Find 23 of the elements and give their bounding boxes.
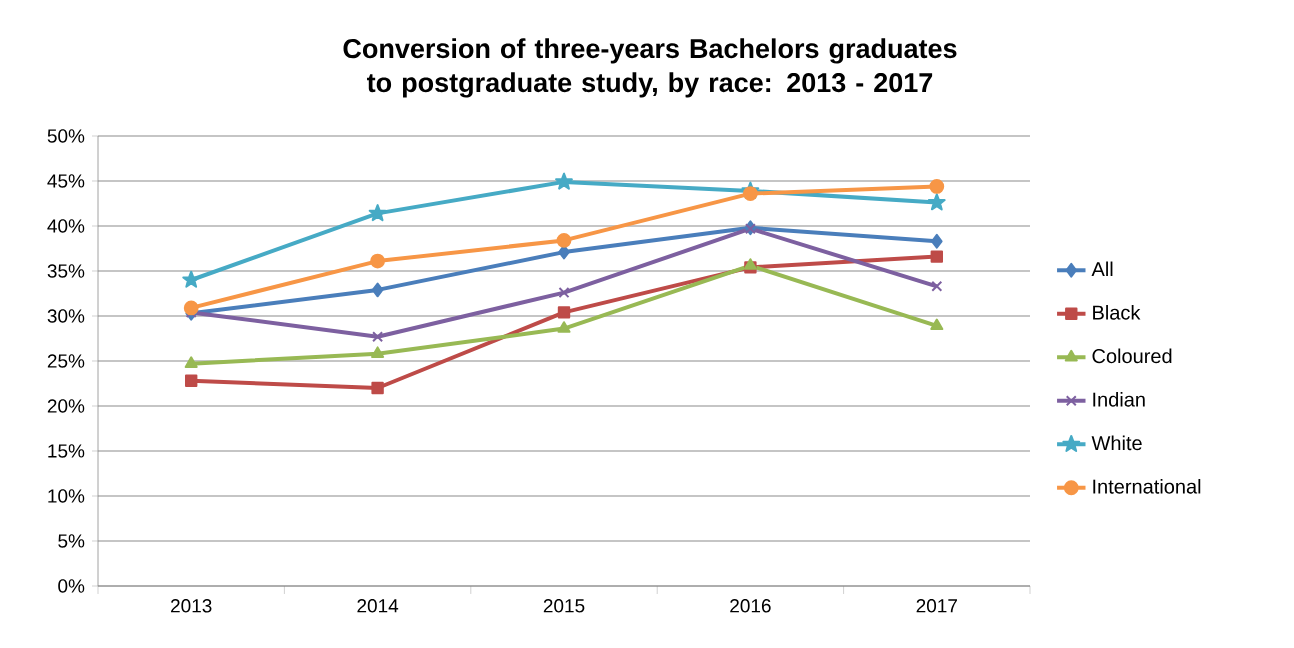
legend-label: Black: [1093, 305, 1141, 320]
y-tick-label: 5%: [58, 534, 85, 548]
legend-label: International: [1093, 478, 1201, 494]
chart-title: Conversion of three-years Bachelors graduates to postgraduate study, by race: 2013 - 2017: [343, 38, 957, 98]
legend-label: Indian: [1093, 392, 1145, 407]
legend-label: Coloured: [1092, 348, 1172, 364]
x-tick-label: 2017: [916, 599, 957, 613]
y-tick-label: 40%: [47, 219, 85, 233]
x-tick-label: 2013: [171, 599, 212, 613]
y-tick-label: 0%: [58, 579, 85, 593]
y-tick-label: 45%: [47, 174, 85, 188]
legend-label: White: [1091, 435, 1142, 451]
y-tick-label: 25%: [47, 354, 85, 368]
y-tick-label: 35%: [47, 264, 85, 278]
y-tick-label: 20%: [47, 399, 85, 413]
legend-label: All: [1091, 261, 1113, 277]
x-tick-label: 2016: [730, 599, 771, 613]
y-tick-label: 10%: [48, 489, 85, 503]
y-tick-label: 50%: [47, 129, 85, 143]
y-tick-label: 30%: [47, 309, 85, 323]
x-tick-label: 2015: [543, 599, 585, 613]
x-tick-label: 2014: [357, 599, 399, 613]
y-tick-label: 15%: [48, 444, 85, 458]
